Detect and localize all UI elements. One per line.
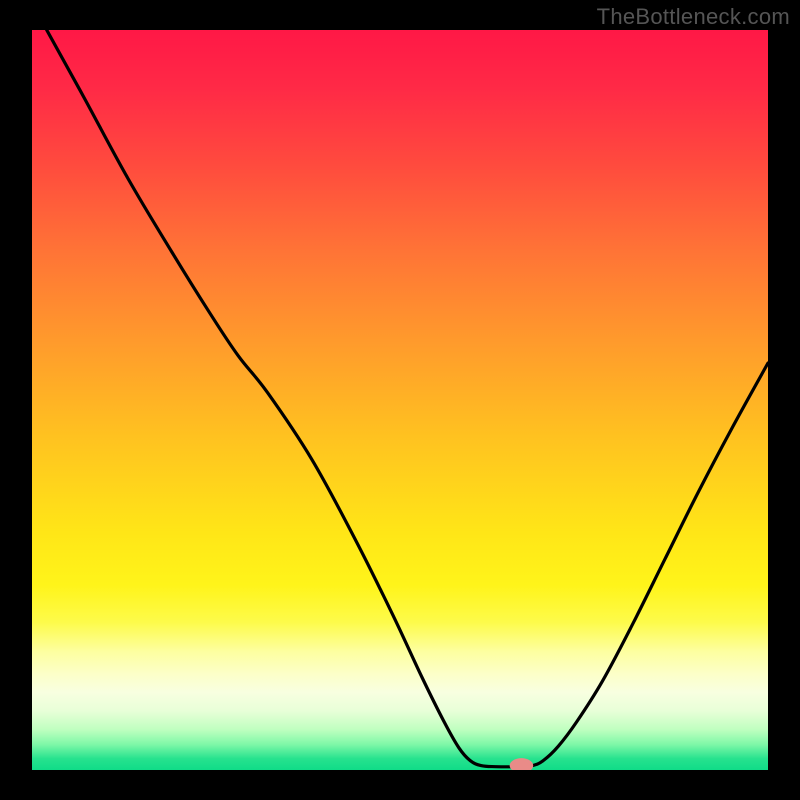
bottleneck-chart bbox=[32, 30, 768, 770]
plot-area bbox=[32, 30, 768, 770]
chart-frame: TheBottleneck.com bbox=[0, 0, 800, 800]
watermark-text: TheBottleneck.com bbox=[597, 4, 790, 30]
gradient-background bbox=[32, 30, 768, 770]
